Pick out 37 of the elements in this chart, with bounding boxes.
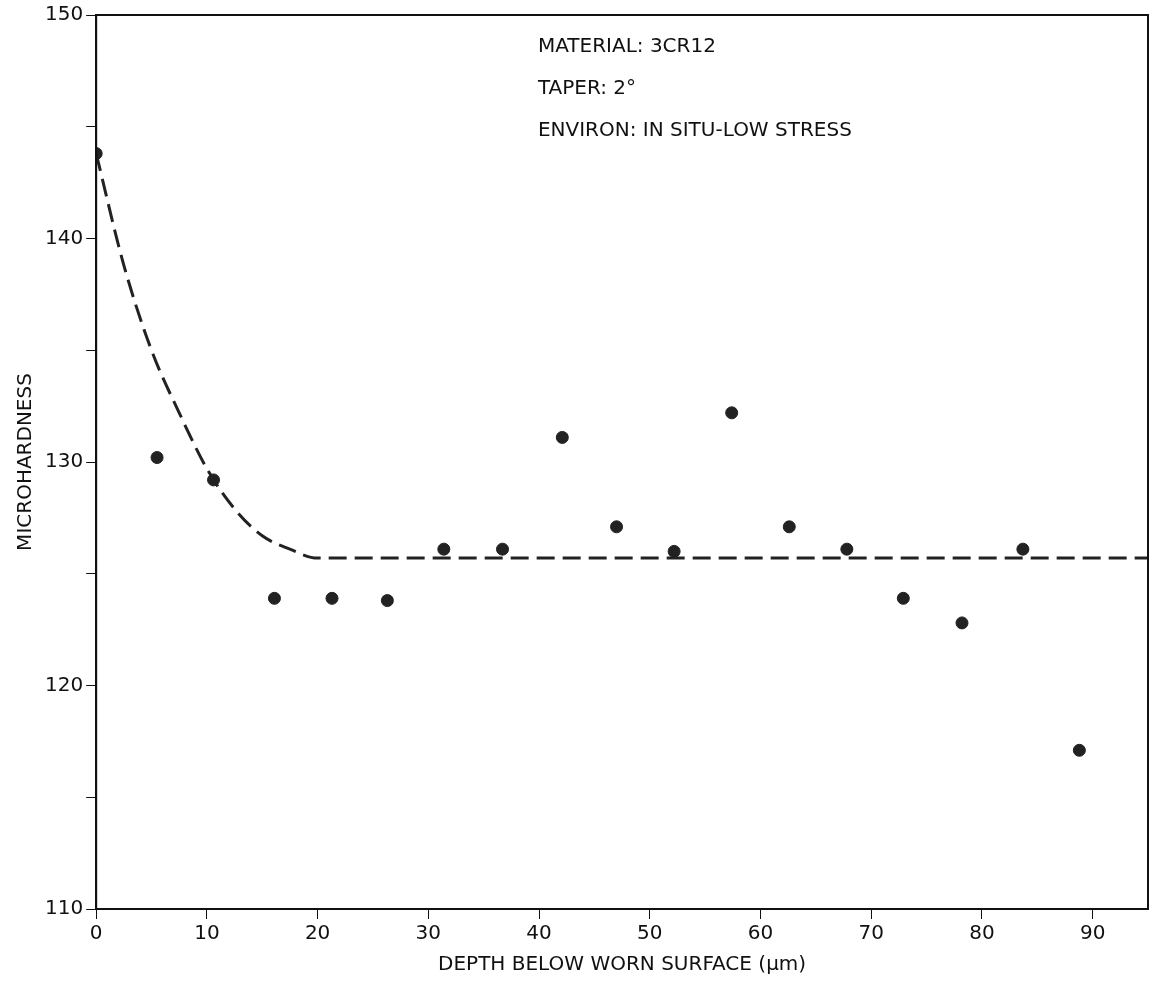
x-tick-label: 10 <box>194 920 220 945</box>
point <box>437 542 451 556</box>
x-tick-label: 50 <box>637 920 663 945</box>
y-tick-label: 150 <box>44 1 84 26</box>
point <box>380 594 394 608</box>
point <box>955 616 969 630</box>
x-tick-label: 20 <box>304 920 331 945</box>
x-tick-label: 60 <box>747 920 774 945</box>
point <box>150 451 164 465</box>
point <box>840 542 854 556</box>
x-tick-label: 0 <box>89 920 103 945</box>
point <box>782 520 796 534</box>
point <box>496 542 510 556</box>
annotation: TAPER: 2° <box>536 75 637 100</box>
y-tick-label: 110 <box>44 895 84 920</box>
point <box>207 473 221 487</box>
point <box>325 591 339 605</box>
point <box>896 591 910 605</box>
x-tick-label: 30 <box>415 920 442 945</box>
point <box>267 591 281 605</box>
point <box>1072 743 1086 757</box>
y-axis-title: MICROHARDNESS <box>12 373 37 551</box>
point <box>610 520 624 534</box>
point <box>1016 542 1030 556</box>
point <box>555 430 569 444</box>
x-axis-title: DEPTH BELOW WORN SURFACE (μm) <box>438 951 807 976</box>
y-tick-label: 140 <box>44 224 84 249</box>
y-tick-label: 130 <box>44 448 84 473</box>
point <box>725 406 739 420</box>
x-tick-label: 90 <box>1079 920 1106 945</box>
annotation: MATERIAL: 3CR12 <box>537 33 716 58</box>
point <box>667 544 681 558</box>
annotation: ENVIRON: IN SITU-LOW STRESS <box>537 117 852 142</box>
y-tick-label: 120 <box>44 671 84 696</box>
x-tick-label: 80 <box>969 920 995 945</box>
x-tick-label: 40 <box>526 920 552 945</box>
x-tick-label: 70 <box>858 920 884 945</box>
